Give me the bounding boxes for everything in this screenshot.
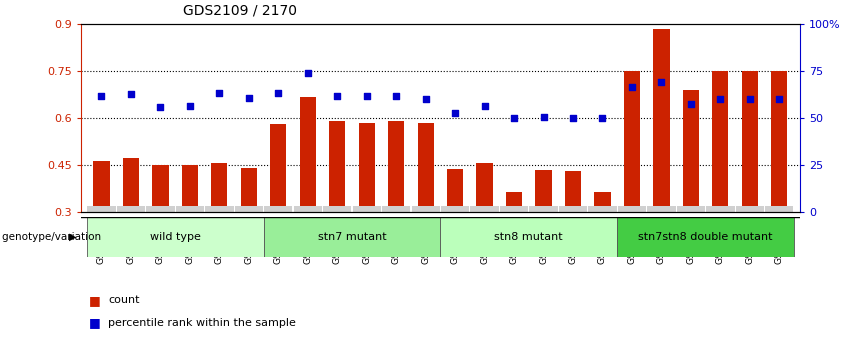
- Point: [213, 90, 226, 96]
- Bar: [300, 97, 316, 206]
- Bar: [117, 206, 145, 212]
- Bar: [594, 192, 610, 206]
- Bar: [529, 206, 557, 212]
- Point: [477, 103, 491, 108]
- Point: [124, 91, 138, 97]
- Point: [242, 95, 255, 100]
- Text: GDS2109 / 2170: GDS2109 / 2170: [183, 3, 297, 17]
- Bar: [382, 206, 410, 212]
- Point: [448, 111, 462, 116]
- Bar: [152, 165, 168, 206]
- Bar: [205, 206, 233, 212]
- Bar: [736, 206, 764, 212]
- Bar: [683, 90, 699, 206]
- Bar: [535, 170, 551, 206]
- Point: [654, 79, 668, 85]
- Point: [301, 70, 315, 76]
- Text: percentile rank within the sample: percentile rank within the sample: [108, 318, 296, 327]
- Point: [94, 93, 108, 98]
- Bar: [471, 206, 499, 212]
- Bar: [677, 206, 705, 212]
- Bar: [358, 123, 374, 206]
- Point: [183, 103, 197, 108]
- Bar: [123, 158, 139, 206]
- Text: ■: ■: [89, 294, 101, 307]
- Bar: [765, 206, 793, 212]
- Bar: [706, 206, 734, 212]
- Bar: [648, 206, 676, 212]
- Bar: [88, 206, 116, 212]
- Point: [713, 97, 727, 102]
- Bar: [617, 217, 794, 257]
- Bar: [559, 206, 587, 212]
- Point: [154, 105, 168, 110]
- Point: [507, 115, 521, 121]
- Bar: [388, 121, 404, 206]
- Point: [271, 90, 285, 96]
- Bar: [500, 206, 528, 212]
- Bar: [742, 71, 758, 206]
- Bar: [618, 206, 646, 212]
- Text: stn7stn8 double mutant: stn7stn8 double mutant: [638, 232, 773, 242]
- Bar: [235, 206, 263, 212]
- Bar: [441, 217, 617, 257]
- Bar: [264, 217, 441, 257]
- Point: [625, 84, 639, 90]
- Bar: [323, 206, 351, 212]
- Text: count: count: [108, 295, 140, 305]
- Bar: [271, 125, 287, 206]
- Text: stn7 mutant: stn7 mutant: [317, 232, 386, 242]
- Text: wild type: wild type: [150, 232, 201, 242]
- Bar: [565, 171, 581, 206]
- Point: [390, 93, 403, 99]
- Bar: [477, 163, 493, 206]
- Text: ■: ■: [89, 316, 101, 329]
- Bar: [418, 123, 434, 206]
- Point: [537, 114, 551, 119]
- Bar: [146, 206, 174, 212]
- Bar: [712, 71, 728, 206]
- Bar: [654, 29, 670, 206]
- Text: genotype/variation: genotype/variation: [2, 232, 104, 242]
- Bar: [588, 206, 617, 212]
- Bar: [294, 206, 322, 212]
- Bar: [506, 192, 523, 206]
- Bar: [352, 206, 381, 212]
- Bar: [771, 71, 787, 206]
- Bar: [441, 206, 469, 212]
- Bar: [176, 206, 204, 212]
- Point: [360, 93, 374, 99]
- Bar: [211, 163, 227, 206]
- Point: [743, 97, 757, 102]
- Point: [419, 97, 432, 102]
- Bar: [412, 206, 440, 212]
- Text: ▶: ▶: [69, 232, 77, 242]
- Bar: [87, 217, 264, 257]
- Bar: [264, 206, 293, 212]
- Bar: [447, 169, 463, 206]
- Text: stn8 mutant: stn8 mutant: [494, 232, 563, 242]
- Point: [566, 115, 580, 121]
- Point: [684, 101, 698, 107]
- Bar: [329, 121, 346, 206]
- Bar: [241, 168, 257, 206]
- Bar: [624, 71, 640, 206]
- Point: [330, 93, 344, 99]
- Point: [773, 97, 786, 102]
- Bar: [94, 161, 110, 206]
- Bar: [182, 165, 198, 206]
- Point: [596, 115, 609, 121]
